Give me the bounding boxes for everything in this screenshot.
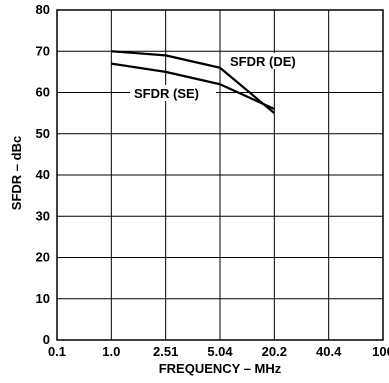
- y-tick-label: 40: [36, 167, 50, 182]
- x-tick-label: 40.4: [316, 344, 342, 359]
- y-tick-label: 70: [36, 43, 50, 58]
- y-tick-label: 10: [36, 291, 50, 306]
- series-label-de: SFDR (DE): [224, 53, 310, 69]
- x-tick-label: 0.1: [48, 344, 66, 359]
- y-axis-title: SFDR – dBc: [9, 136, 24, 210]
- y-tick-label: 0: [43, 332, 50, 347]
- y-tick-label: 20: [36, 250, 50, 265]
- series-line-de: [111, 50, 276, 114]
- y-tick-label: 30: [36, 208, 50, 223]
- x-tick-label: 2.51: [153, 344, 178, 359]
- y-tick-label: 80: [36, 2, 50, 17]
- y-tick-label: 50: [36, 126, 50, 141]
- plot-frame: [56, 9, 384, 341]
- x-tick-label: 5.04: [207, 344, 233, 359]
- series-label-de-text: SFDR (DE): [230, 54, 296, 69]
- series-lines: [111, 50, 276, 114]
- x-tick-label: 100: [372, 344, 389, 359]
- x-axis-title: FREQUENCY – MHz: [159, 361, 282, 376]
- x-tick-label: 20.2: [262, 344, 287, 359]
- series-label-se-text: SFDR (SE): [134, 86, 199, 101]
- series-label-se: SFDR (SE): [130, 85, 216, 101]
- x-tick-label: 1.0: [102, 344, 120, 359]
- grid: [56, 9, 384, 341]
- y-tick-label: 60: [36, 85, 50, 100]
- series-line-se: [111, 62, 275, 111]
- tick-labels: 0 10 20 30 40 50 60 70 80 0.1 1.0 2.51 5.04 20.2 40.4 1…: [36, 2, 389, 359]
